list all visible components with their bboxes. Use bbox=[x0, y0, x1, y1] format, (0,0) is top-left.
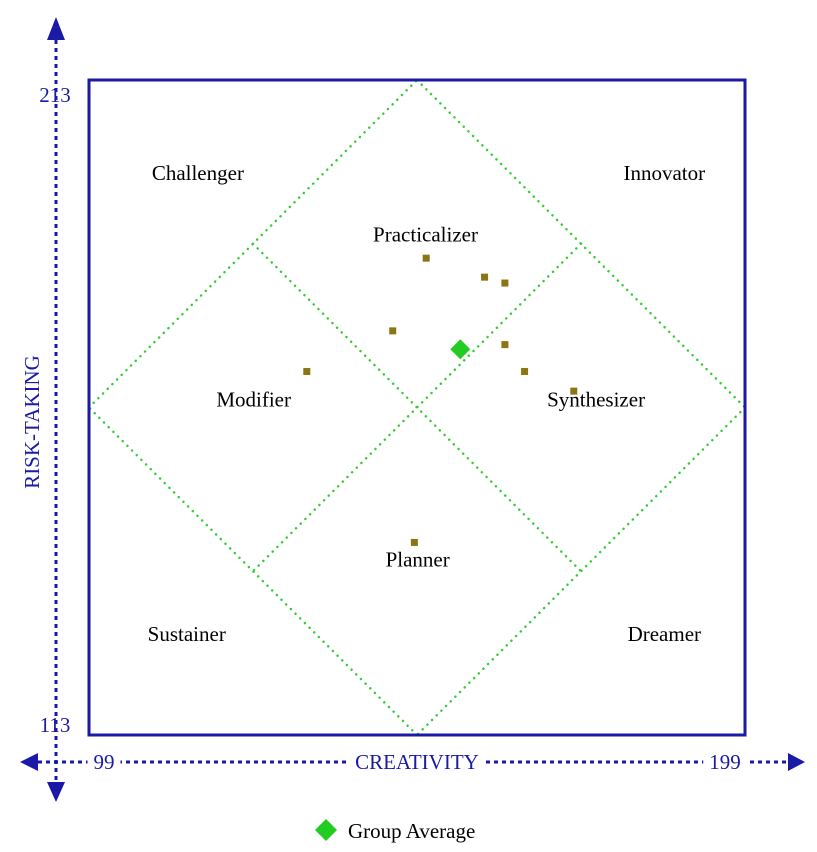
y-axis-arrow-up bbox=[47, 17, 65, 40]
data-point bbox=[570, 387, 578, 395]
x-tick-label-min: 99 bbox=[94, 750, 115, 774]
region-label-planner: Planner bbox=[386, 547, 450, 571]
data-point bbox=[481, 273, 489, 281]
region-label-practicalizer: Practicalizer bbox=[373, 223, 478, 247]
region-label-innovator: Innovator bbox=[623, 161, 705, 185]
region-label-modifier: Modifier bbox=[216, 388, 291, 412]
x-tick-left-background bbox=[87, 750, 121, 774]
x-tick-right-background bbox=[703, 750, 747, 774]
diamond-divider bbox=[251, 242, 583, 573]
data-point bbox=[501, 341, 509, 349]
region-labels: Challenger Innovator Practicalizer Modifier… bbox=[148, 161, 705, 646]
x-label-background bbox=[349, 750, 485, 774]
diamond-edge bbox=[415, 406, 747, 737]
diamond-edge bbox=[87, 406, 419, 737]
x-axis-arrow-left bbox=[20, 753, 38, 771]
region-label-dreamer: Dreamer bbox=[628, 622, 701, 646]
data-point bbox=[521, 367, 529, 375]
plot-frame bbox=[87, 78, 747, 737]
data-point bbox=[501, 279, 509, 287]
y-tick-label-max: 213 bbox=[39, 83, 71, 107]
x-axis-arrow-right bbox=[788, 753, 805, 771]
region-label-challenger: Challenger bbox=[152, 161, 244, 185]
y-axis-title: RISK-TAKING bbox=[20, 355, 44, 489]
axes: 213 113 99 199 CREATIVITY RISK-TAKING bbox=[20, 17, 805, 802]
diamond-grid bbox=[87, 78, 747, 737]
group-average-point bbox=[450, 339, 471, 360]
data-point bbox=[389, 327, 397, 335]
legend-diamond-icon bbox=[315, 819, 337, 841]
data-point bbox=[303, 367, 311, 375]
data-points bbox=[303, 254, 578, 546]
legend-label-group-average: Group Average bbox=[348, 819, 475, 843]
data-point bbox=[410, 538, 418, 546]
x-tick-label-max: 199 bbox=[709, 750, 741, 774]
legend: Group Average bbox=[315, 819, 475, 843]
y-axis-arrow-down bbox=[47, 782, 65, 802]
x-axis-title: CREATIVITY bbox=[355, 750, 479, 774]
y-tick-label-min: 113 bbox=[40, 713, 71, 737]
region-label-sustainer: Sustainer bbox=[148, 622, 226, 646]
data-point bbox=[422, 254, 430, 262]
region-label-synthesizer: Synthesizer bbox=[547, 388, 645, 412]
